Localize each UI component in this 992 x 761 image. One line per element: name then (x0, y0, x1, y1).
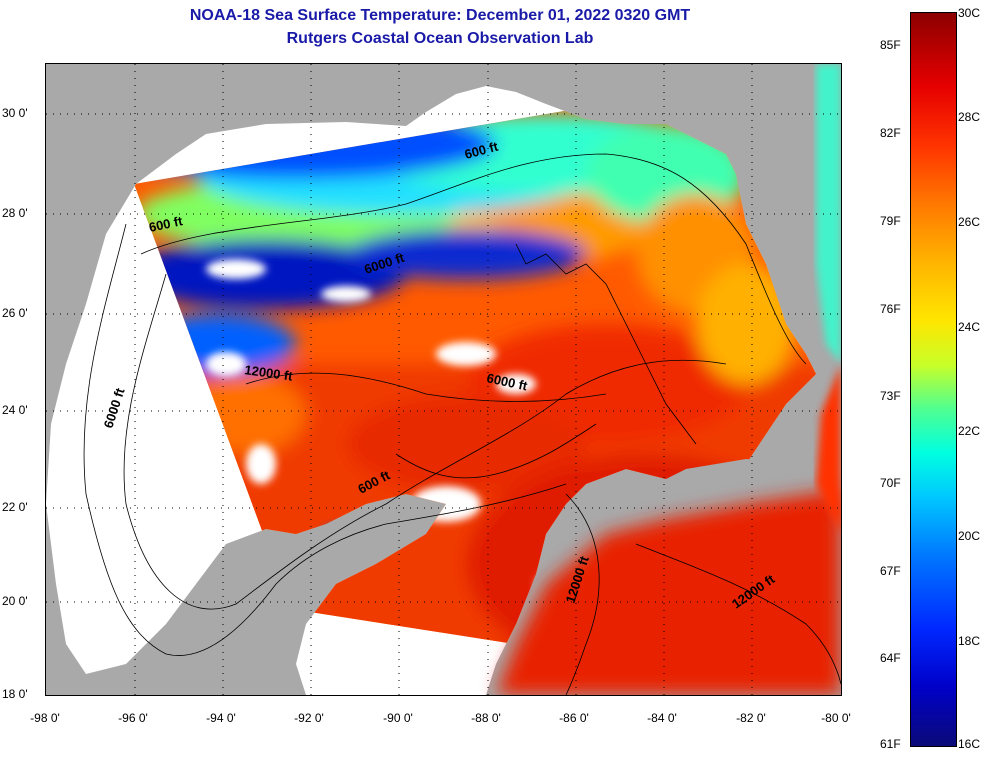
cuba-land (636, 459, 841, 519)
colorbar-f-label: 67F (880, 564, 901, 578)
title-line-1: NOAA-18 Sea Surface Temperature: Decembe… (189, 7, 691, 24)
y-tick-label: 20 0' (2, 594, 28, 608)
map-title: NOAA-18 Sea Surface Temperature: Decembe… (0, 4, 880, 50)
x-tick-label: -98 0' (30, 711, 60, 725)
atlantic-sst (816, 64, 841, 364)
y-tick-label: 24 0' (2, 403, 28, 417)
y-tick-label: 28 0' (2, 206, 28, 220)
lat-lon-grid (46, 64, 841, 695)
colorbar-f-label: 79F (880, 214, 901, 228)
colorbar-f-label: 82F (880, 126, 901, 140)
colorbar-c-label: 18C (958, 634, 981, 648)
y-tick-label: 18 0' (2, 687, 28, 701)
contour-label: 12000 ft (244, 362, 295, 384)
colorbar-f-label: 70F (880, 476, 901, 490)
y-tick-label: 22 0' (2, 500, 28, 514)
x-tick-label: -88 0' (471, 711, 501, 725)
x-tick-label: -90 0' (383, 711, 413, 725)
contour-label: 600 ft (148, 213, 185, 235)
x-tick-label: -96 0' (118, 711, 148, 725)
colorbar-c-label: 28C (958, 110, 981, 124)
florida-land (736, 64, 841, 394)
caribbean-sea (496, 489, 841, 695)
colorbar-f-label: 64F (880, 651, 901, 665)
x-tick-label: -84 0' (647, 711, 677, 725)
x-tick-label: -94 0' (206, 711, 236, 725)
sst-map[interactable]: 600 ft 600 ft 6000 ft 12000 ft 6000 ft 6… (45, 63, 842, 696)
colorbar-c-label: 22C (958, 424, 981, 438)
colorbar-c-label: 20C (958, 529, 981, 543)
colorbar-f-label: 85F (880, 38, 901, 52)
atlantic-sst-south (816, 364, 841, 534)
colorbar-c-label: 16C (958, 737, 981, 751)
colorbar-c-label: 24C (958, 320, 981, 334)
temperature-colorbar (910, 12, 957, 747)
colorbar-f-label: 61F (880, 737, 901, 751)
colorbar-f-label: 73F (880, 389, 901, 403)
y-tick-label: 26 0' (2, 306, 28, 320)
x-tick-label: -92 0' (294, 711, 324, 725)
colorbar-f-label: 76F (880, 302, 901, 316)
x-tick-label: -82 0' (736, 711, 766, 725)
colorbar-c-label: 30C (958, 6, 981, 20)
bathymetry-contours (83, 153, 841, 695)
title-line-2: Rutgers Coastal Ocean Observation Lab (286, 30, 594, 47)
colorbar-c-label: 26C (958, 215, 981, 229)
y-tick-label: 30 0' (2, 106, 28, 120)
x-tick-label: -86 0' (559, 711, 589, 725)
x-tick-label: -80 0' (821, 711, 851, 725)
sst-map-canvas: 600 ft 600 ft 6000 ft 12000 ft 6000 ft 6… (46, 64, 841, 695)
